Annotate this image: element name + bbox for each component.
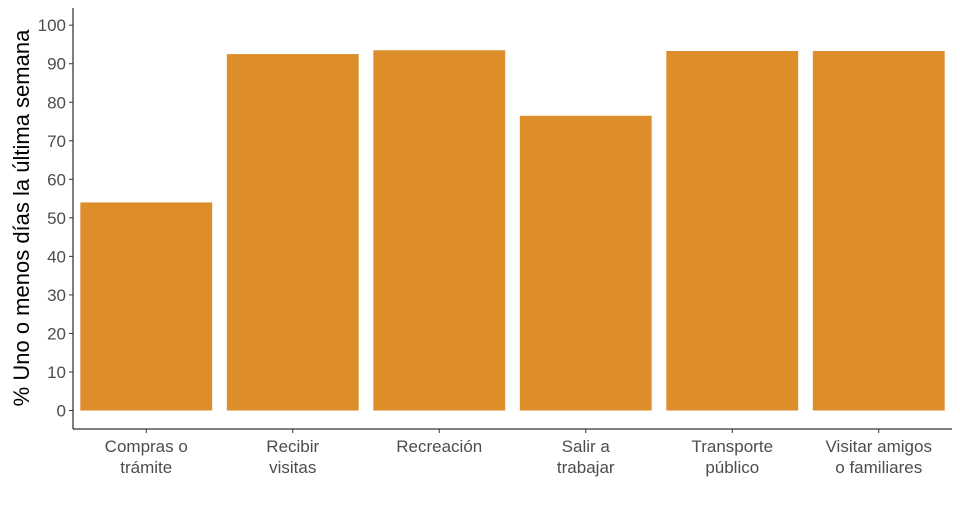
x-tick-label-line: trabajar xyxy=(557,458,615,477)
x-ticks-group: Compras o trámite Recibir visitas Recreación… xyxy=(105,429,932,477)
x-tick-label-line: o familiares xyxy=(835,458,922,477)
y-ticks-group: 0 10 20 30 40 50 60 70 80 90 100 xyxy=(38,16,73,421)
x-tick-label: Salir a trabajar xyxy=(557,437,615,477)
y-tick-label: 10 xyxy=(47,363,66,382)
y-tick-label: 60 xyxy=(47,170,66,189)
bar xyxy=(519,115,652,411)
x-tick-label-line: Compras o xyxy=(105,437,188,456)
bar xyxy=(226,54,359,411)
y-tick-label: 40 xyxy=(47,247,66,266)
bar xyxy=(666,51,799,411)
bar xyxy=(373,50,506,411)
bars-group xyxy=(80,50,945,411)
y-tick-label: 30 xyxy=(47,286,66,305)
bar xyxy=(80,202,213,411)
x-tick-label-line: visitas xyxy=(269,458,316,477)
x-tick-label-line: Salir a xyxy=(562,437,611,456)
x-tick-label-line: trámite xyxy=(120,458,172,477)
y-axis-title: % Uno o menos días la última semana xyxy=(9,29,34,406)
x-tick-label: Visitar amigos o familiares xyxy=(826,437,932,477)
y-tick-label: 100 xyxy=(38,16,66,35)
x-tick-label: Recibir visitas xyxy=(266,437,319,477)
y-tick-label: 50 xyxy=(47,209,66,228)
x-tick-label: Transporte público xyxy=(691,437,773,477)
y-tick-label: 20 xyxy=(47,324,66,343)
bar xyxy=(812,51,945,411)
y-tick-label: 90 xyxy=(47,55,66,74)
x-tick-label-line: Recreación xyxy=(396,437,482,456)
x-tick-label-line: público xyxy=(705,458,759,477)
y-tick-label: 80 xyxy=(47,93,66,112)
y-tick-label: 70 xyxy=(47,132,66,151)
x-tick-label-line: Transporte xyxy=(691,437,773,456)
x-tick-label: Recreación xyxy=(396,437,482,456)
x-tick-label-line: Visitar amigos xyxy=(826,437,932,456)
x-tick-label-line: Recibir xyxy=(266,437,319,456)
x-tick-label: Compras o trámite xyxy=(105,437,188,477)
y-tick-label: 0 xyxy=(57,402,66,421)
